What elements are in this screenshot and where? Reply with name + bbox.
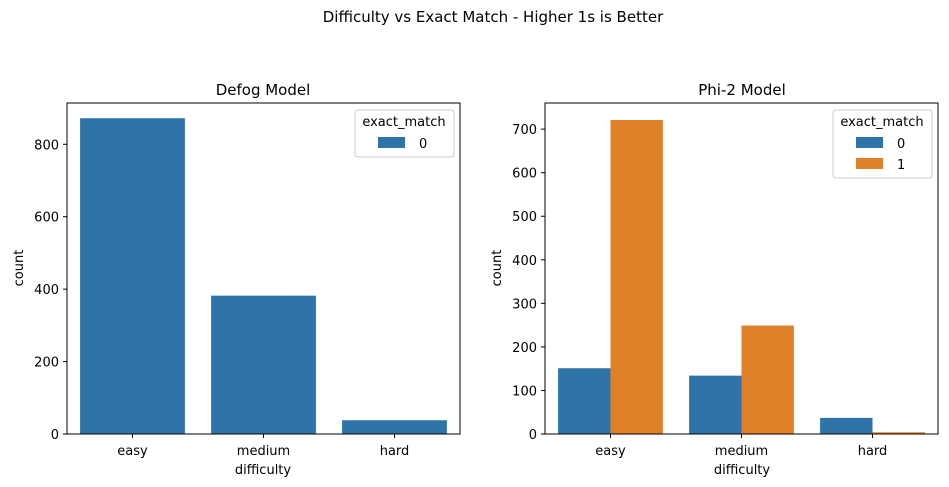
y-tick-label: 300 — [512, 297, 537, 312]
phi2-model-chart: Phi-2 Model difficulty count 0 100 200 300 4… — [490, 81, 939, 478]
x-ticks-group: easy medium hard — [595, 434, 887, 459]
bars-group — [80, 118, 447, 434]
y-ticks-group: 0 200 400 600 800 — [34, 138, 67, 443]
y-tick-label: 100 — [512, 384, 537, 399]
y-ticks-group: 0 100 200 300 400 500 600 700 — [512, 123, 545, 443]
bar-medium-series-0 — [689, 375, 742, 434]
x-tick-label: hard — [858, 444, 888, 459]
bar-hard-series-0 — [342, 420, 447, 434]
bar-medium-series-0 — [211, 295, 316, 434]
bars-group — [558, 119, 925, 434]
y-axis-label: count — [490, 250, 505, 287]
x-axis-label: difficulty — [235, 463, 292, 478]
defog-model-chart: Defog Model difficulty count 0 200 400 600 8… — [12, 81, 461, 478]
y-tick-label: 0 — [529, 428, 537, 443]
legend-label-1: 1 — [897, 158, 905, 173]
x-tick-label: easy — [117, 444, 148, 459]
bar-hard-series-0 — [820, 417, 873, 434]
y-tick-label: 0 — [51, 428, 59, 443]
legend-swatch-0 — [856, 137, 883, 148]
y-tick-label: 600 — [512, 167, 537, 182]
y-tick-label: 800 — [34, 138, 59, 153]
bar-easy-series-0 — [80, 118, 185, 434]
figure-suptitle: Difficulty vs Exact Match - Higher 1s is… — [323, 8, 664, 26]
legend-label-0: 0 — [419, 137, 427, 152]
x-tick-label: medium — [715, 444, 768, 459]
y-tick-label: 600 — [34, 211, 59, 226]
legend-label-0: 0 — [897, 137, 905, 152]
y-tick-label: 400 — [34, 283, 59, 298]
legend: exact_match 0 1 — [832, 109, 933, 179]
y-axis-label: count — [12, 250, 27, 287]
bar-hard-series-1 — [872, 432, 925, 434]
axes-frame — [544, 102, 939, 435]
bar-medium-series-1 — [741, 325, 794, 434]
y-tick-label: 400 — [512, 254, 537, 269]
bar-easy-series-1 — [610, 119, 663, 434]
x-tick-label: hard — [380, 444, 410, 459]
bar-easy-series-0 — [558, 368, 611, 434]
legend-swatch-0 — [378, 137, 405, 148]
legend: exact_match 0 — [354, 109, 455, 158]
x-tick-label: easy — [595, 444, 626, 459]
legend-title: exact_match — [840, 115, 923, 130]
y-tick-label: 500 — [512, 210, 537, 225]
chart-title: Defog Model — [216, 81, 311, 99]
axes-frame — [66, 102, 461, 435]
x-ticks-group: easy medium hard — [117, 434, 409, 459]
y-tick-label: 200 — [34, 356, 59, 371]
legend-swatch-1 — [856, 158, 883, 169]
chart-title: Phi-2 Model — [698, 81, 785, 99]
y-tick-label: 700 — [512, 123, 537, 138]
legend-title: exact_match — [362, 115, 445, 130]
x-tick-label: medium — [237, 444, 290, 459]
y-tick-label: 200 — [512, 341, 537, 356]
x-axis-label: difficulty — [714, 463, 771, 478]
